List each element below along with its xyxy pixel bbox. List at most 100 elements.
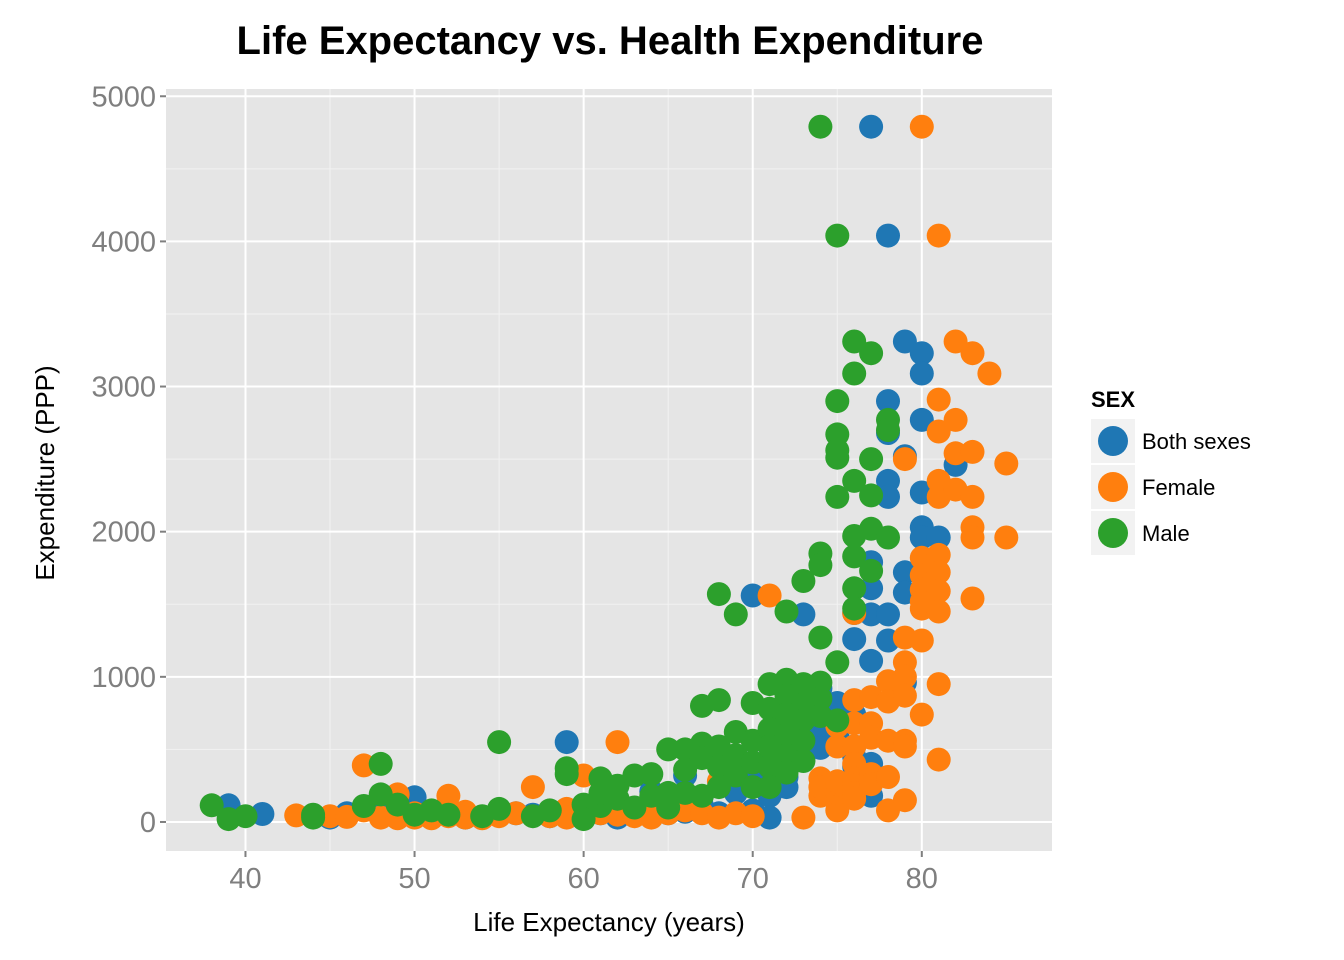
legend-swatch (1098, 518, 1128, 548)
data-point (537, 798, 562, 823)
data-point (859, 114, 884, 139)
data-point (943, 329, 968, 354)
y-tick-label: 1000 (91, 662, 156, 694)
x-tick-label: 40 (229, 863, 261, 895)
y-axis-ticks: 0 1000 2000 3000 4000 5000 (91, 81, 166, 839)
legend-title: SEX (1091, 387, 1135, 412)
data-point (926, 525, 951, 550)
data-point (943, 407, 968, 432)
data-point (825, 223, 850, 248)
data-point (656, 737, 681, 762)
data-point (859, 648, 884, 673)
data-point (994, 451, 1019, 476)
data-point (740, 804, 765, 829)
x-axis-ticks: 40 50 60 70 80 (229, 851, 938, 895)
data-point (554, 730, 579, 755)
data-point (977, 361, 1002, 386)
data-point (876, 389, 900, 414)
x-tick-label: 60 (568, 863, 600, 895)
data-point (791, 805, 816, 830)
data-point (909, 114, 934, 139)
data-point (909, 407, 934, 432)
data-point (909, 628, 934, 653)
data-point (233, 804, 258, 829)
data-point (605, 730, 630, 755)
data-point (892, 664, 917, 689)
data-point (740, 583, 765, 608)
data-point (842, 468, 867, 493)
data-point (926, 747, 951, 772)
data-point (859, 558, 884, 583)
data-point (876, 223, 900, 248)
data-point (520, 775, 545, 800)
data-point (876, 418, 900, 443)
data-point (825, 389, 850, 414)
x-tick-label: 50 (398, 863, 430, 895)
y-tick-label: 5000 (91, 81, 156, 113)
data-point (571, 807, 596, 832)
data-point (656, 795, 681, 820)
data-point (960, 586, 985, 611)
data-point (892, 447, 917, 472)
legend-label: Both sexes (1142, 429, 1251, 454)
data-point (926, 419, 951, 444)
data-point (808, 686, 833, 711)
data-point (892, 734, 917, 759)
legend-swatch (1098, 472, 1128, 502)
data-point (673, 757, 698, 782)
data-point (757, 775, 782, 800)
data-point (960, 484, 985, 509)
data-point (351, 794, 376, 818)
legend-item: Both sexes (1091, 419, 1251, 463)
data-point (774, 599, 799, 624)
data-point (842, 329, 867, 354)
data-point (554, 756, 579, 781)
data-point (859, 576, 884, 601)
data-point (842, 361, 867, 386)
data-point (960, 341, 985, 366)
data-point (859, 341, 884, 366)
data-point (825, 484, 850, 509)
legend-items: Both sexes Female Male (1091, 419, 1251, 555)
y-tick-label: 2000 (91, 517, 156, 549)
data-point (842, 596, 867, 621)
data-point (876, 525, 900, 550)
data-point (909, 525, 934, 550)
legend: SEX Both sexes Female Male (1091, 387, 1251, 555)
data-point (791, 749, 816, 773)
data-point (706, 582, 731, 607)
data-point (199, 793, 224, 818)
data-point (487, 730, 512, 755)
data-point (825, 798, 850, 823)
y-tick-label: 3000 (91, 372, 156, 404)
data-point (825, 650, 850, 675)
x-tick-label: 70 (737, 863, 769, 895)
data-point (706, 688, 731, 713)
data-point (859, 447, 884, 472)
data-point (926, 579, 951, 604)
y-axis-title: Expenditure (PPP) (30, 365, 60, 580)
legend-swatch (1098, 426, 1128, 456)
data-point (774, 760, 799, 785)
data-point (960, 439, 985, 464)
data-point (842, 576, 867, 601)
data-point (723, 763, 748, 788)
data-point (994, 525, 1019, 550)
data-point (436, 802, 461, 827)
data-point (808, 625, 833, 650)
legend-item: Female (1091, 465, 1215, 509)
data-point (791, 569, 816, 593)
data-point (909, 361, 934, 386)
data-point (892, 683, 917, 708)
legend-item: Male (1091, 511, 1190, 555)
data-point (436, 783, 461, 808)
x-tick-label: 80 (906, 863, 938, 895)
data-point (859, 483, 884, 508)
data-point (892, 329, 917, 354)
data-point (808, 553, 833, 578)
data-point (876, 602, 900, 627)
legend-label: Male (1142, 521, 1190, 546)
y-tick-label: 4000 (91, 226, 156, 258)
data-point (909, 341, 934, 366)
